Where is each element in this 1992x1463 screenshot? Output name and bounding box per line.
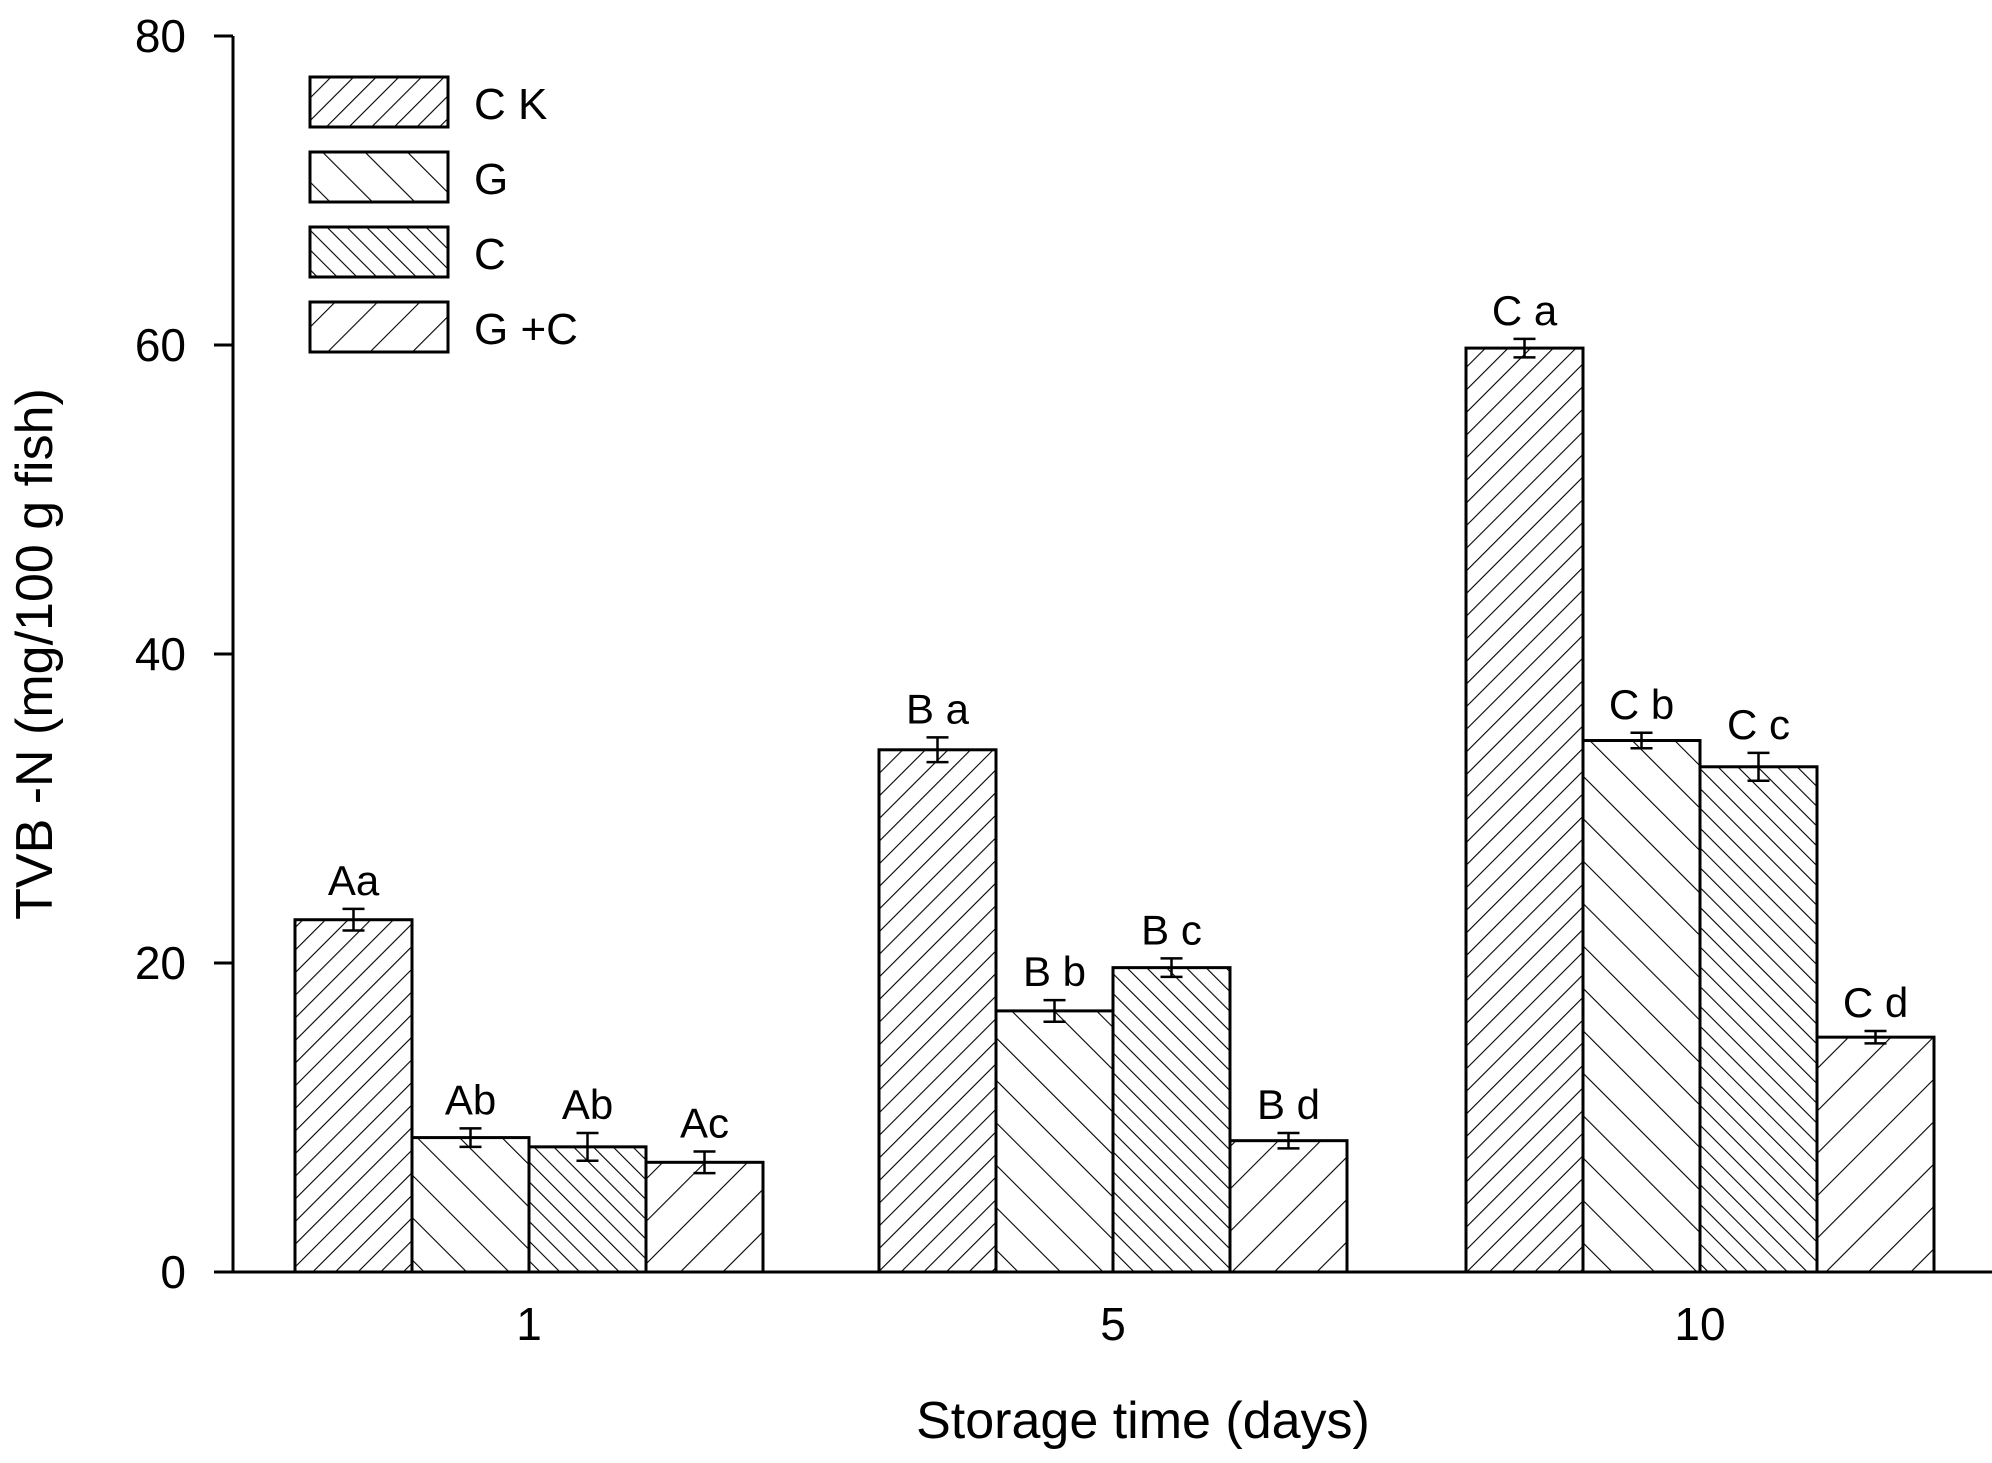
error-bar [1747, 751, 1770, 782]
legend-label: G +C [474, 305, 578, 354]
error-bar [1043, 998, 1066, 1023]
bar [1111, 966, 1232, 1274]
bar [877, 748, 998, 1274]
legend-swatch [308, 150, 450, 204]
error-bars-layer [342, 337, 1887, 1175]
error-bar [1160, 957, 1183, 979]
error-bar [459, 1127, 482, 1149]
bar-data-label: C c [1727, 701, 1790, 748]
bar-data-label: B c [1141, 906, 1202, 953]
bar-data-label: B a [906, 685, 970, 732]
bar-data-label: C a [1492, 287, 1558, 334]
bar [293, 918, 414, 1274]
y-tick-label: 20 [135, 937, 186, 989]
x-axis-title: Storage time (days) [916, 1392, 1370, 1450]
bar [1581, 739, 1702, 1274]
y-tick-label: 40 [135, 628, 186, 680]
legend-label: G [474, 155, 508, 204]
error-bar [342, 907, 365, 932]
legend-label: C [474, 230, 506, 279]
bar [644, 1160, 765, 1274]
bar-data-label: Ab [445, 1076, 496, 1123]
bar [1815, 1035, 1936, 1274]
bar-labels-layer: Aa B a C a Ab B b C b Ab B c C c Ac B d C d [328, 287, 1908, 1147]
error-bar [1630, 731, 1653, 750]
error-bar [576, 1131, 599, 1163]
bar-data-label: Ab [562, 1081, 613, 1128]
bar-data-label: B d [1257, 1081, 1320, 1128]
bar-data-label: C d [1843, 979, 1908, 1026]
x-ticks: 1 5 10 [516, 1298, 1725, 1350]
error-bar [1513, 337, 1536, 359]
legend-swatch [308, 75, 450, 129]
bar [1698, 765, 1819, 1274]
error-bar [926, 736, 949, 764]
bar-data-label: C b [1609, 681, 1674, 728]
bar [1464, 346, 1585, 1274]
y-tick-label: 60 [135, 319, 186, 371]
legend-item: G +C [308, 300, 578, 354]
legend-label: C K [474, 80, 547, 129]
error-bar [1864, 1029, 1887, 1045]
x-tick-label: 1 [516, 1298, 542, 1350]
error-bar [693, 1150, 716, 1175]
legend: C K GC G +C [308, 75, 578, 354]
bars-layer [293, 346, 1936, 1274]
bar [1228, 1139, 1349, 1274]
bar-data-label: B b [1023, 948, 1086, 995]
x-tick-label: 10 [1674, 1298, 1725, 1350]
bar [410, 1136, 531, 1274]
bar-data-label: Ac [680, 1099, 729, 1146]
legend-item: C K [308, 75, 547, 129]
error-bar [1277, 1131, 1300, 1150]
x-tick-label: 5 [1100, 1298, 1126, 1350]
y-tick-label: 0 [160, 1246, 186, 1298]
y-tick-label: 80 [135, 10, 186, 62]
y-axis-title: TVB -N (mg/100 g fish) [6, 388, 64, 920]
bar [527, 1145, 648, 1274]
legend-swatch [308, 225, 450, 279]
legend-item: G [308, 150, 508, 204]
y-ticks: 0 20 40 60 80 [135, 10, 233, 1298]
bar-data-label: Aa [328, 857, 380, 904]
legend-swatch [308, 300, 450, 354]
bar [994, 1009, 1115, 1274]
legend-item: C [308, 225, 506, 279]
